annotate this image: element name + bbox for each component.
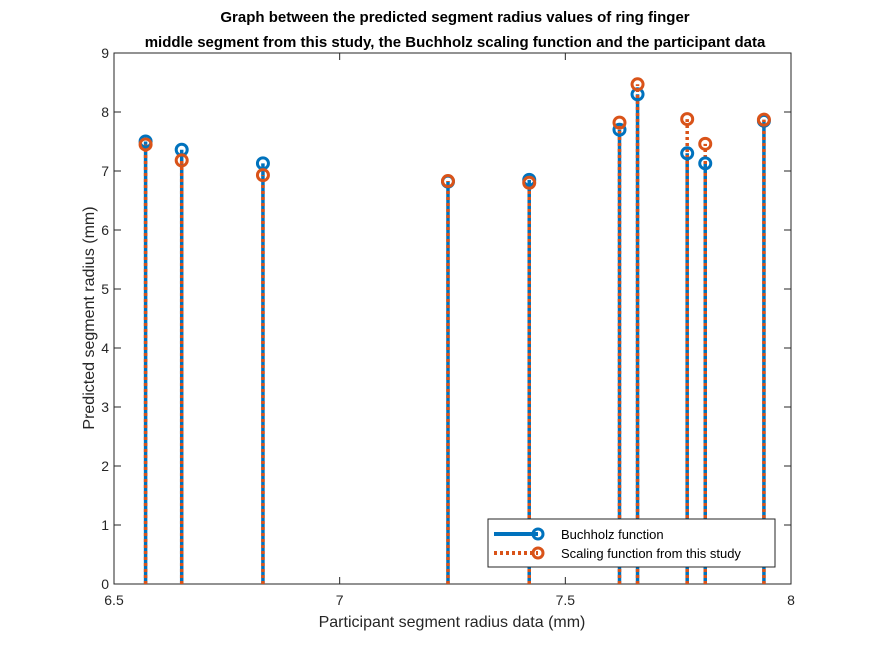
chart-title-line-2: middle segment from this study, the Buch…	[145, 34, 766, 51]
y-tick-label: 2	[101, 458, 109, 474]
y-tick-label: 8	[101, 104, 109, 120]
y-tick-label: 3	[101, 399, 109, 415]
data-stems	[138, 77, 771, 584]
y-tick-label: 6	[101, 222, 109, 238]
stem-marker	[680, 112, 695, 127]
plot-area	[113, 52, 792, 585]
series-scaling	[143, 84, 766, 584]
stem-marker	[174, 153, 189, 168]
y-tick-label: 4	[101, 340, 109, 356]
axis-ticks: 6.5 7 7.5 8 0 1 2 3 4 5 6 7 8 9	[101, 45, 795, 608]
legend-marker-buchholz	[531, 527, 545, 541]
stem-marker	[138, 137, 153, 152]
chart-title-line-1: Graph between the predicted segment radi…	[220, 9, 689, 26]
legend-label-scaling: Scaling function from this study	[561, 546, 741, 561]
y-axis-label: Predicted segment radius (mm)	[81, 206, 98, 429]
stem-marker	[612, 122, 627, 137]
x-tick-label: 7	[336, 592, 344, 608]
legend-label-buchholz: Buchholz function	[561, 527, 664, 542]
stem-marker	[522, 175, 537, 190]
y-tick-label: 9	[101, 45, 109, 61]
stem-marker	[680, 146, 695, 161]
x-tick-label: 7.5	[556, 592, 576, 608]
stem-marker	[612, 115, 627, 130]
stem-marker	[255, 168, 270, 183]
y-tick-label: 5	[101, 281, 109, 297]
stem-marker	[698, 156, 713, 171]
x-tick-label: 6.5	[104, 592, 124, 608]
legend-marker-scaling	[531, 546, 545, 560]
stem-marker	[756, 112, 771, 127]
stem-marker	[440, 174, 455, 189]
stem-marker	[630, 77, 645, 92]
x-tick-label: 8	[787, 592, 795, 608]
y-tick-label: 1	[101, 517, 109, 533]
legend: Buchholz function Scaling function from …	[487, 518, 776, 568]
stem-marker	[698, 136, 713, 151]
y-tick-label: 7	[101, 163, 109, 179]
y-tick-label: 0	[101, 576, 109, 592]
x-axis-label: Participant segment radius data (mm)	[319, 614, 586, 631]
markers-scaling	[138, 77, 771, 190]
